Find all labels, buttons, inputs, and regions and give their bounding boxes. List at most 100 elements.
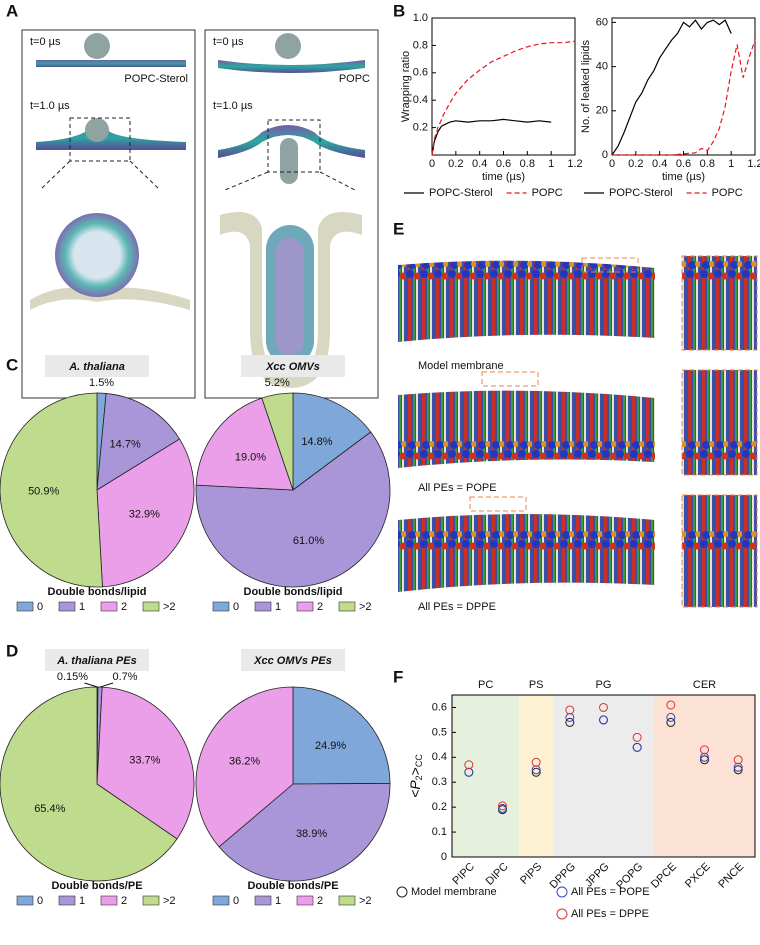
y-tick-label: 60 (596, 16, 608, 28)
data-point (565, 705, 575, 715)
legend-label: 0 (37, 601, 43, 613)
zoom-box (481, 371, 539, 387)
y-tick-label: 0 (602, 149, 608, 161)
membrane (36, 60, 186, 67)
data-line (431, 40, 576, 156)
legend-label: 2 (317, 601, 323, 613)
x-tick-label: 0.4 (652, 158, 667, 170)
legend-label: 2 (121, 601, 127, 613)
vesicle (55, 213, 139, 297)
pie-title: A. thaliana (68, 361, 125, 373)
pie-slice (218, 782, 391, 882)
membrane-section (30, 287, 190, 310)
panel-label: F (393, 667, 403, 686)
snapshot-label: Model membrane (418, 360, 504, 372)
legend-title: Double bonds/lipid (244, 586, 343, 598)
slice-label: 50.9% (28, 485, 59, 497)
data-point (700, 755, 709, 765)
inset-snapshot (681, 369, 758, 476)
y-axis-label-part: CC (414, 754, 424, 767)
x-tick-label: DPCE (649, 861, 679, 891)
legend-swatch (100, 601, 118, 612)
time-label: t=0 µs (213, 36, 244, 48)
group-band (553, 695, 654, 857)
slice-label: 14.8% (301, 436, 332, 448)
x-tick-label: 0.2 (448, 158, 463, 170)
panel-label: C (6, 355, 18, 374)
data-point (565, 712, 575, 722)
legend-label: 0 (37, 895, 43, 907)
y-axis-label-part: <P (407, 780, 423, 798)
data-line (611, 19, 732, 156)
legend-label: POPC-Sterol (609, 187, 673, 199)
legend-swatch (212, 601, 230, 612)
legend-swatch (338, 895, 356, 906)
legend-label: Model membrane (411, 886, 497, 898)
plot-frame (431, 17, 576, 156)
y-tick-label: 0.2 (413, 122, 428, 134)
slice-label: 61.0% (293, 535, 324, 547)
slice-label: 14.7% (110, 439, 141, 451)
data-point (531, 757, 541, 767)
group-label: PG (596, 679, 612, 691)
legend-label: All PEs = DPPE (571, 908, 649, 920)
legend-label: 0 (233, 895, 239, 907)
group-band (452, 695, 520, 857)
panel-label: A (6, 1, 18, 20)
x-tick-label: 0 (609, 158, 615, 170)
leader-line (84, 682, 98, 688)
legend-swatch (142, 601, 160, 612)
legend-title: Double bonds/PE (51, 880, 142, 892)
pie-slice (0, 686, 178, 882)
data-point (632, 732, 642, 742)
pie-slice (195, 397, 294, 491)
legend-swatch (100, 895, 118, 906)
legend-label: POPC (532, 187, 563, 199)
legend-marker (556, 908, 568, 920)
legend-swatch (58, 895, 76, 906)
snapshot-frame (21, 29, 196, 399)
membrane-snapshot (398, 390, 655, 468)
legend-title: Double bonds/PE (247, 880, 338, 892)
zoom-box (469, 496, 527, 512)
y-tick-label: 0.4 (413, 94, 428, 106)
slice-label: 65.4% (34, 803, 65, 815)
y-tick-label: 40 (596, 61, 608, 73)
slice-label: 5.2% (265, 377, 290, 389)
legend-marker (396, 886, 408, 898)
legend-swatch (16, 895, 34, 906)
y-tick-label: 0.2 (432, 801, 447, 813)
legend-label: >2 (359, 895, 372, 907)
slice-label: 33.7% (129, 754, 160, 766)
data-point (599, 702, 608, 712)
data-point (464, 760, 474, 770)
time-label: t=1.0 µs (213, 100, 253, 112)
slice-label: 24.9% (315, 740, 346, 752)
time-label: t=0 µs (30, 36, 61, 48)
y-tick-label: 0.5 (432, 726, 447, 738)
membrane (218, 125, 365, 158)
x-tick-label: 0.8 (520, 158, 535, 170)
snapshot-label: All PEs = POPE (418, 482, 497, 494)
nanoparticle-core (276, 238, 304, 356)
y-axis-label-part: 2 (414, 775, 424, 780)
panel-e: Model membrane All PEs = POPE All PEs = … (398, 255, 758, 613)
data-point (599, 715, 608, 725)
pie-slice (292, 392, 372, 491)
membrane-label: POPC-Sterol (124, 73, 188, 85)
slice-label: 38.9% (296, 828, 327, 840)
legend-label: POPC-Sterol (429, 187, 493, 199)
pie-slice (96, 392, 181, 491)
slice-label: 0.7% (113, 671, 138, 683)
legend-label: 0 (233, 601, 239, 613)
x-tick-label: PIPC (450, 861, 477, 888)
x-tick-label: 0.4 (472, 158, 487, 170)
pie-slice (261, 392, 294, 491)
y-tick-label: 0 (441, 851, 447, 863)
title-background (45, 355, 149, 377)
slice-label: 19.0% (235, 452, 266, 464)
pie-slice (292, 686, 391, 785)
data-point (666, 700, 676, 710)
x-tick-label: PNCE (716, 861, 746, 891)
